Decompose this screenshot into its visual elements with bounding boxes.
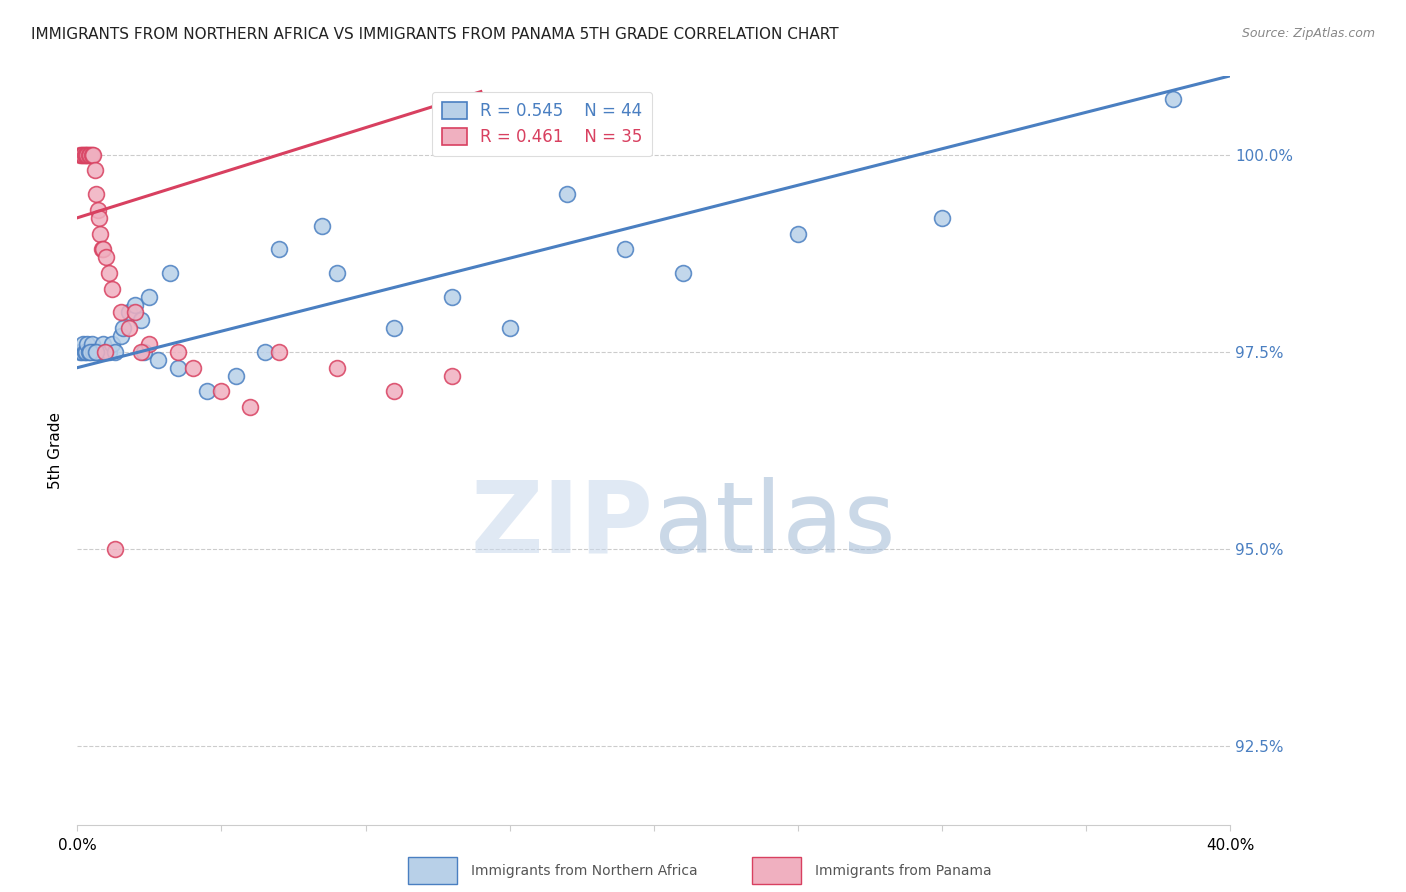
Point bbox=[267, 243, 291, 257]
Point bbox=[132, 344, 155, 359]
Text: Immigrants from Northern Africa: Immigrants from Northern Africa bbox=[471, 863, 697, 878]
Point bbox=[93, 344, 115, 359]
Point bbox=[382, 384, 406, 399]
FancyBboxPatch shape bbox=[408, 857, 457, 884]
Point bbox=[1161, 93, 1184, 107]
Point bbox=[80, 337, 103, 351]
Point bbox=[101, 337, 124, 351]
Point bbox=[98, 344, 121, 359]
Point bbox=[91, 243, 114, 257]
Point bbox=[69, 344, 91, 359]
Point bbox=[76, 337, 98, 351]
Point bbox=[267, 344, 291, 359]
Point bbox=[73, 344, 96, 359]
Point bbox=[82, 147, 104, 161]
Point bbox=[129, 313, 152, 327]
Text: atlas: atlas bbox=[654, 477, 896, 574]
Point bbox=[253, 344, 276, 359]
Y-axis label: 5th Grade: 5th Grade bbox=[48, 412, 63, 489]
Point bbox=[112, 321, 135, 335]
Point bbox=[167, 360, 190, 375]
Point bbox=[101, 282, 124, 296]
Point bbox=[138, 337, 160, 351]
Point bbox=[382, 321, 406, 335]
Point bbox=[110, 329, 132, 343]
Point bbox=[146, 352, 169, 367]
Point bbox=[96, 344, 118, 359]
Point bbox=[441, 368, 464, 383]
Point bbox=[787, 227, 810, 241]
Point bbox=[311, 219, 333, 233]
Point bbox=[80, 147, 103, 161]
Point bbox=[84, 344, 107, 359]
Point bbox=[70, 147, 93, 161]
Point bbox=[138, 290, 160, 304]
Point bbox=[614, 243, 637, 257]
Point bbox=[84, 187, 107, 202]
Point bbox=[83, 344, 105, 359]
Point bbox=[90, 243, 112, 257]
Point bbox=[79, 344, 101, 359]
Text: IMMIGRANTS FROM NORTHERN AFRICA VS IMMIGRANTS FROM PANAMA 5TH GRADE CORRELATION : IMMIGRANTS FROM NORTHERN AFRICA VS IMMIG… bbox=[31, 27, 838, 42]
Point bbox=[77, 147, 100, 161]
Point bbox=[96, 250, 118, 264]
Text: Immigrants from Panama: Immigrants from Panama bbox=[815, 863, 993, 878]
Point bbox=[195, 384, 218, 399]
Point bbox=[441, 290, 464, 304]
Point bbox=[79, 147, 101, 161]
Point bbox=[75, 147, 97, 161]
Point bbox=[931, 211, 953, 225]
Point bbox=[225, 368, 247, 383]
Point bbox=[72, 147, 94, 161]
Point bbox=[82, 344, 104, 359]
Point bbox=[118, 305, 141, 319]
Point bbox=[73, 147, 96, 161]
Point bbox=[124, 297, 146, 311]
Point bbox=[211, 384, 233, 399]
Point bbox=[672, 266, 695, 280]
Point bbox=[75, 344, 97, 359]
Point bbox=[118, 321, 141, 335]
Legend: R = 0.545    N = 44, R = 0.461    N = 35: R = 0.545 N = 44, R = 0.461 N = 35 bbox=[432, 92, 652, 156]
Point bbox=[181, 360, 204, 375]
Point bbox=[110, 305, 132, 319]
Point bbox=[70, 344, 93, 359]
Point bbox=[129, 344, 152, 359]
Point bbox=[98, 266, 121, 280]
Point bbox=[557, 187, 579, 202]
Point bbox=[167, 344, 190, 359]
Point bbox=[159, 266, 181, 280]
Point bbox=[124, 305, 146, 319]
Point bbox=[89, 227, 111, 241]
Point bbox=[86, 344, 108, 359]
Point bbox=[76, 147, 98, 161]
Point bbox=[104, 542, 127, 557]
Point bbox=[499, 321, 522, 335]
Point bbox=[239, 400, 262, 414]
Point bbox=[83, 163, 105, 178]
Point bbox=[77, 344, 100, 359]
Point bbox=[326, 360, 349, 375]
Point bbox=[326, 266, 349, 280]
Text: ZIP: ZIP bbox=[471, 477, 654, 574]
Point bbox=[69, 147, 91, 161]
Point bbox=[86, 202, 108, 217]
Point bbox=[89, 344, 111, 359]
Point bbox=[104, 344, 127, 359]
Point bbox=[72, 337, 94, 351]
Point bbox=[91, 337, 114, 351]
FancyBboxPatch shape bbox=[752, 857, 801, 884]
Point bbox=[87, 211, 110, 225]
Text: Source: ZipAtlas.com: Source: ZipAtlas.com bbox=[1241, 27, 1375, 40]
